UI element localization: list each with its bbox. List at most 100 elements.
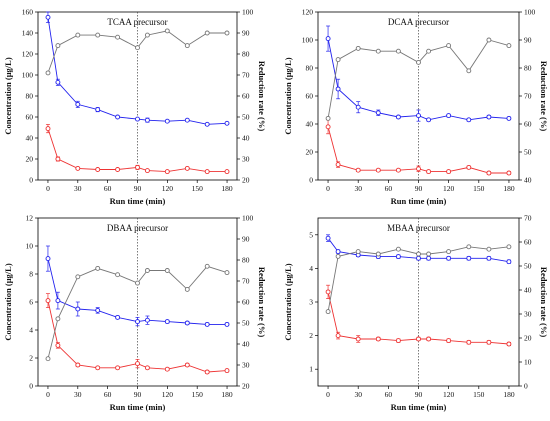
y-tick-label: 5	[309, 230, 313, 239]
data-point	[375, 48, 381, 54]
y2-tick-label: 90	[524, 36, 532, 45]
y2-tick-label: 90	[242, 235, 250, 244]
panel-title: DBAA precursor	[107, 223, 168, 233]
data-point	[95, 32, 101, 38]
data-point	[426, 336, 432, 342]
y-tick-label: 0	[29, 176, 33, 185]
x-tick-label: 120	[443, 390, 455, 399]
chart-panel-3: 0 30 60 90 120 150 180 0 2 4 6 8 10 12 20 30 40 50 60 70 80 9…	[3, 214, 267, 413]
data-point	[115, 34, 121, 40]
y-tick-label: 8	[29, 270, 33, 279]
panel-title: TCAA precursor	[107, 17, 167, 27]
chart-panel-1: 0 30 60 90 120 150 180 0 20 40 60 80 100 120 140 160 20 3…	[3, 8, 267, 207]
data-point	[75, 32, 81, 38]
data-point	[486, 255, 492, 261]
x-tick-label: 30	[354, 184, 362, 193]
y-tick-label: 60	[26, 113, 34, 122]
data-point	[95, 107, 101, 113]
y2-tick-label: 50	[242, 113, 250, 122]
data-point	[164, 169, 170, 175]
y2-tick-label: 100	[242, 214, 254, 223]
y2-tick-label: 70	[242, 277, 250, 286]
y2-axis-title: Reduction rate (%)	[257, 61, 267, 132]
y2-tick-label: 70	[524, 214, 532, 223]
x-tick-label: 0	[326, 184, 330, 193]
data-point	[325, 235, 331, 241]
panel-title: MBAA precursor	[387, 223, 450, 233]
x-axis-title: Run time (min)	[110, 402, 166, 412]
data-point	[184, 43, 190, 49]
x-tick-label: 120	[162, 390, 174, 399]
data-point	[135, 319, 140, 325]
y-tick-label: 3	[309, 298, 313, 307]
y-tick-label: 40	[26, 134, 34, 143]
data-point	[55, 316, 61, 322]
y2-tick-label: 40	[242, 134, 250, 143]
data-point	[144, 317, 150, 323]
y-tick-label: 80	[306, 64, 314, 73]
data-point	[144, 32, 150, 38]
data-point	[335, 249, 341, 255]
x-tick-label: 60	[385, 184, 393, 193]
data-point	[335, 333, 341, 339]
data-point	[75, 165, 81, 171]
y-axis-title: Concentration (μg/L)	[3, 57, 13, 134]
y2-tick-label: 100	[242, 8, 254, 17]
data-point	[395, 167, 401, 173]
x-tick-label: 180	[503, 184, 515, 193]
data-point	[506, 259, 512, 265]
data-point	[184, 362, 190, 368]
y-tick-label: 4	[29, 326, 33, 335]
y2-tick-label: 0	[524, 382, 528, 391]
x-tick-label: 0	[326, 390, 330, 399]
y2-tick-label: 60	[242, 92, 250, 101]
data-point	[466, 255, 472, 261]
data-point	[45, 70, 51, 76]
data-point	[325, 36, 331, 42]
data-point	[55, 298, 61, 304]
x-tick-label: 180	[503, 390, 515, 399]
x-axis-title: Run time (min)	[391, 402, 447, 412]
y-tick-label: 6	[29, 298, 33, 307]
data-point	[395, 254, 401, 260]
data-point	[135, 45, 140, 51]
y2-tick-label: 60	[524, 120, 532, 129]
data-point	[144, 168, 150, 174]
data-point	[446, 169, 452, 175]
y-tick-label: 100	[302, 36, 314, 45]
x-tick-label: 90	[134, 390, 142, 399]
x-tick-label: 120	[443, 184, 455, 193]
data-point	[75, 101, 81, 107]
panel-title: DCAA precursor	[388, 17, 449, 27]
data-point	[224, 169, 230, 175]
y2-tick-label: 10	[524, 358, 532, 367]
data-point	[426, 251, 432, 257]
data-point	[446, 338, 452, 344]
data-point	[446, 113, 452, 119]
y-tick-label: 120	[22, 50, 34, 59]
data-point	[466, 339, 472, 345]
y2-tick-label: 20	[242, 176, 250, 185]
data-point	[204, 30, 210, 36]
data-point	[164, 118, 170, 124]
y2-tick-label: 70	[524, 92, 532, 101]
data-point	[395, 246, 401, 252]
data-point	[95, 265, 101, 271]
y-tick-label: 2	[309, 331, 313, 340]
y-tick-label: 140	[22, 29, 34, 38]
data-point	[335, 162, 341, 168]
x-tick-label: 90	[415, 390, 423, 399]
data-point	[325, 289, 331, 295]
data-point	[184, 286, 190, 292]
data-point	[486, 339, 492, 345]
y2-tick-label: 20	[524, 334, 532, 343]
data-point	[506, 244, 512, 250]
y2-tick-label: 30	[242, 361, 250, 370]
x-tick-label: 150	[473, 184, 485, 193]
data-point	[375, 336, 381, 342]
y2-tick-label: 50	[524, 148, 532, 157]
data-point	[486, 37, 492, 43]
y-tick-label: 60	[306, 92, 314, 101]
data-point	[426, 169, 432, 175]
